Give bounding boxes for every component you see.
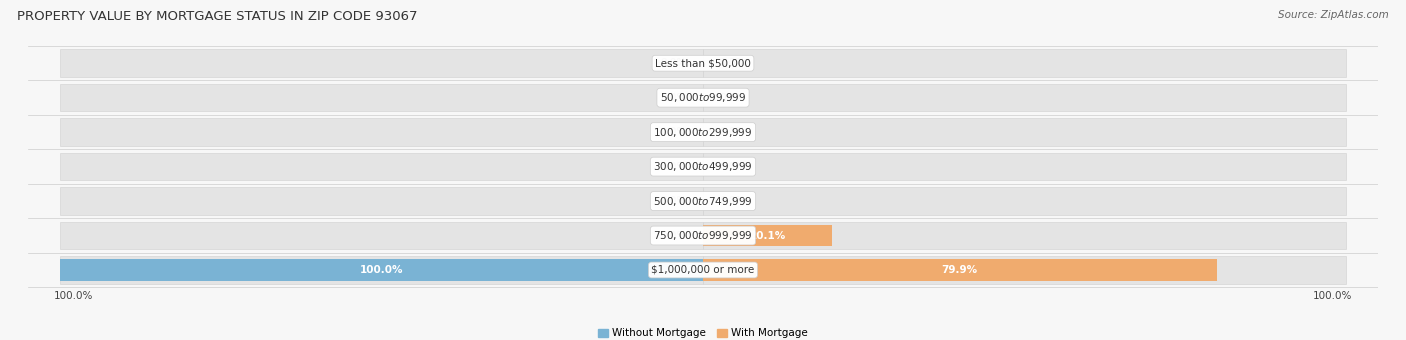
Text: 0.0%: 0.0%	[718, 196, 745, 206]
Text: 0.0%: 0.0%	[661, 58, 688, 68]
Text: 0.0%: 0.0%	[718, 127, 745, 137]
Legend: Without Mortgage, With Mortgage: Without Mortgage, With Mortgage	[593, 324, 813, 340]
Text: 0.0%: 0.0%	[661, 231, 688, 240]
Bar	[703, 118, 1346, 146]
Bar	[60, 259, 703, 281]
Text: 79.9%: 79.9%	[942, 265, 977, 275]
Bar	[60, 49, 703, 77]
Bar	[703, 49, 1346, 77]
Bar	[703, 187, 1346, 215]
Bar	[60, 153, 703, 181]
Bar	[703, 256, 1346, 284]
Text: $300,000 to $499,999: $300,000 to $499,999	[654, 160, 752, 173]
Text: PROPERTY VALUE BY MORTGAGE STATUS IN ZIP CODE 93067: PROPERTY VALUE BY MORTGAGE STATUS IN ZIP…	[17, 10, 418, 23]
Bar	[60, 84, 703, 112]
Text: 0.0%: 0.0%	[661, 162, 688, 172]
Text: 0.0%: 0.0%	[718, 93, 745, 103]
Text: $100,000 to $299,999: $100,000 to $299,999	[654, 126, 752, 139]
Bar	[60, 222, 703, 249]
Text: 0.0%: 0.0%	[661, 196, 688, 206]
Bar	[703, 259, 1216, 281]
Text: $500,000 to $749,999: $500,000 to $749,999	[654, 194, 752, 207]
Text: Less than $50,000: Less than $50,000	[655, 58, 751, 68]
Text: 0.0%: 0.0%	[718, 58, 745, 68]
Text: 100.0%: 100.0%	[53, 291, 93, 301]
Text: Source: ZipAtlas.com: Source: ZipAtlas.com	[1278, 10, 1389, 20]
Text: 0.0%: 0.0%	[661, 93, 688, 103]
Text: 0.0%: 0.0%	[718, 162, 745, 172]
Bar	[703, 153, 1346, 181]
Bar	[703, 84, 1346, 112]
Text: $50,000 to $99,999: $50,000 to $99,999	[659, 91, 747, 104]
Text: $1,000,000 or more: $1,000,000 or more	[651, 265, 755, 275]
Bar	[60, 118, 703, 146]
Bar	[703, 225, 832, 246]
Bar	[703, 222, 1346, 249]
Bar	[60, 256, 703, 284]
Text: 100.0%: 100.0%	[1313, 291, 1353, 301]
Text: 100.0%: 100.0%	[360, 265, 404, 275]
Text: 0.0%: 0.0%	[661, 127, 688, 137]
Text: $750,000 to $999,999: $750,000 to $999,999	[654, 229, 752, 242]
Bar	[60, 187, 703, 215]
Text: 20.1%: 20.1%	[749, 231, 786, 240]
